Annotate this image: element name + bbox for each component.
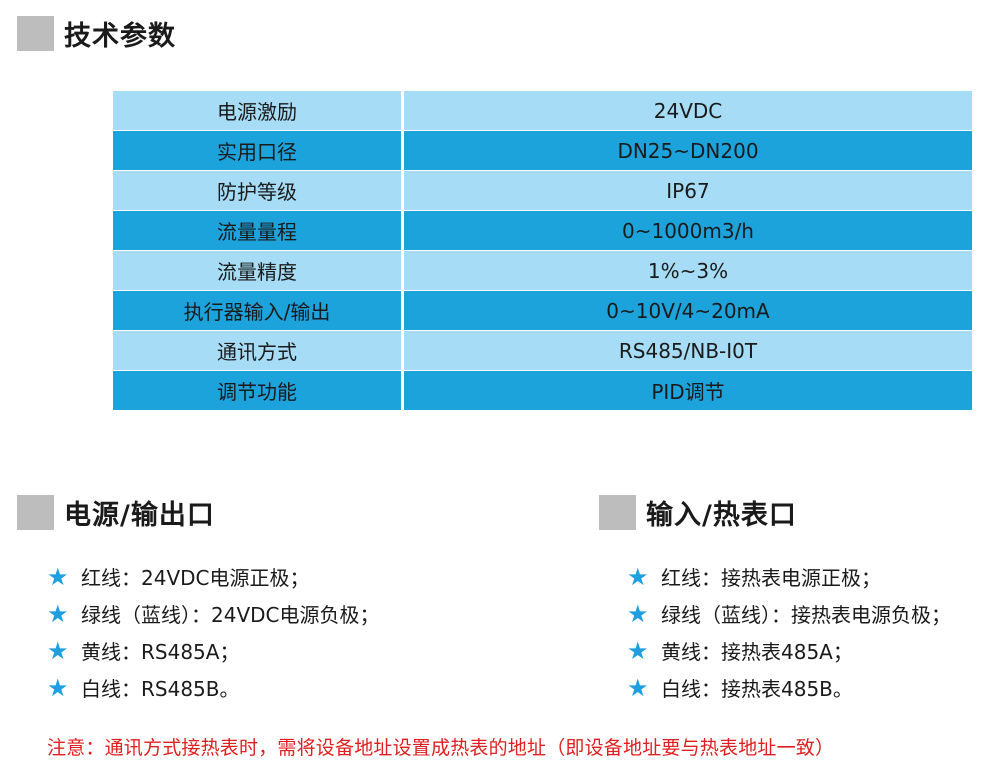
- spec-value: PID调节: [402, 370, 972, 411]
- spec-label: 调节功能: [113, 370, 404, 411]
- wire-text: 绿线（蓝线）：接热表电源负极；: [661, 603, 951, 627]
- star-icon: ★: [627, 599, 649, 628]
- table-row: 调节功能 PID调节: [113, 370, 972, 411]
- spec-label: 实用口径: [113, 130, 404, 171]
- section-header-tech-params: 技术参数: [17, 14, 176, 53]
- star-icon: ★: [47, 599, 69, 628]
- spec-value: DN25~DN200: [402, 130, 972, 171]
- wire-text: 黄线：RS485A；: [81, 640, 240, 664]
- spec-label: 电源激励: [113, 91, 404, 131]
- spec-label: 流量量程: [113, 210, 404, 251]
- table-row: 执行器输入/输出 0~10V/4~20mA: [113, 290, 972, 331]
- section-header-power-output: 电源/输出口: [17, 493, 215, 532]
- table-row: 实用口径 DN25~DN200: [113, 130, 972, 171]
- list-item: ★ 黄线：接热表485A；: [627, 632, 951, 669]
- spec-value: 0~1000m3/h: [402, 210, 972, 251]
- star-icon: ★: [47, 562, 69, 591]
- list-item: ★ 绿线（蓝线）：24VDC电源负极；: [47, 595, 380, 632]
- list-item: ★ 绿线（蓝线）：接热表电源负极；: [627, 595, 951, 632]
- star-icon: ★: [627, 636, 649, 665]
- table-row: 电源激励 24VDC: [113, 91, 972, 131]
- star-icon: ★: [627, 673, 649, 702]
- spec-table: 电源激励 24VDC 实用口径 DN25~DN200 防护等级 IP67 流量量…: [113, 91, 972, 411]
- list-item: ★ 红线：24VDC电源正极；: [47, 558, 380, 595]
- star-icon: ★: [627, 562, 649, 591]
- spec-label: 防护等级: [113, 170, 404, 211]
- wire-text: 白线：接热表485B。: [661, 677, 853, 701]
- wire-text: 红线：24VDC电源正极；: [81, 566, 310, 590]
- power-output-wire-list: ★ 红线：24VDC电源正极； ★ 绿线（蓝线）：24VDC电源负极； ★ 黄线：RS…: [47, 558, 380, 706]
- list-item: ★ 白线：接热表485B。: [627, 669, 951, 706]
- spec-value: RS485/NB-I0T: [402, 330, 972, 371]
- wire-text: 红线：接热表电源正极；: [661, 566, 881, 590]
- section-marker: [599, 495, 636, 530]
- input-heat-meter-wire-list: ★ 红线：接热表电源正极； ★ 绿线（蓝线）：接热表电源负极； ★ 黄线：接热表485…: [627, 558, 951, 706]
- list-item: ★ 白线：RS485B。: [47, 669, 380, 706]
- spec-label: 执行器输入/输出: [113, 290, 404, 331]
- spec-label: 通讯方式: [113, 330, 404, 371]
- table-row: 防护等级 IP67: [113, 170, 972, 211]
- spec-value: 1%~3%: [402, 250, 972, 291]
- wire-text: 白线：RS485B。: [81, 677, 240, 701]
- star-icon: ★: [47, 673, 69, 702]
- list-item: ★ 黄线：RS485A；: [47, 632, 380, 669]
- section-header-input-heat-meter: 输入/热表口: [599, 493, 797, 532]
- spec-value: IP67: [402, 170, 972, 211]
- spec-label: 流量精度: [113, 250, 404, 291]
- section-title: 技术参数: [64, 21, 176, 52]
- section-marker: [17, 495, 54, 530]
- section-title: 电源/输出口: [64, 500, 215, 531]
- spec-value: 0~10V/4~20mA: [402, 290, 972, 331]
- wire-text: 绿线（蓝线）：24VDC电源负极；: [81, 603, 380, 627]
- section-marker: [17, 16, 54, 51]
- spec-value: 24VDC: [402, 91, 972, 131]
- section-title: 输入/热表口: [646, 500, 797, 531]
- table-row: 流量量程 0~1000m3/h: [113, 210, 972, 251]
- table-row: 流量精度 1%~3%: [113, 250, 972, 291]
- star-icon: ★: [47, 636, 69, 665]
- warning-note: 注意：通讯方式接热表时，需将设备地址设置成热表的地址（即设备地址要与热表地址一致…: [47, 737, 835, 759]
- list-item: ★ 红线：接热表电源正极；: [627, 558, 951, 595]
- wire-text: 黄线：接热表485A；: [661, 640, 853, 664]
- table-row: 通讯方式 RS485/NB-I0T: [113, 330, 972, 371]
